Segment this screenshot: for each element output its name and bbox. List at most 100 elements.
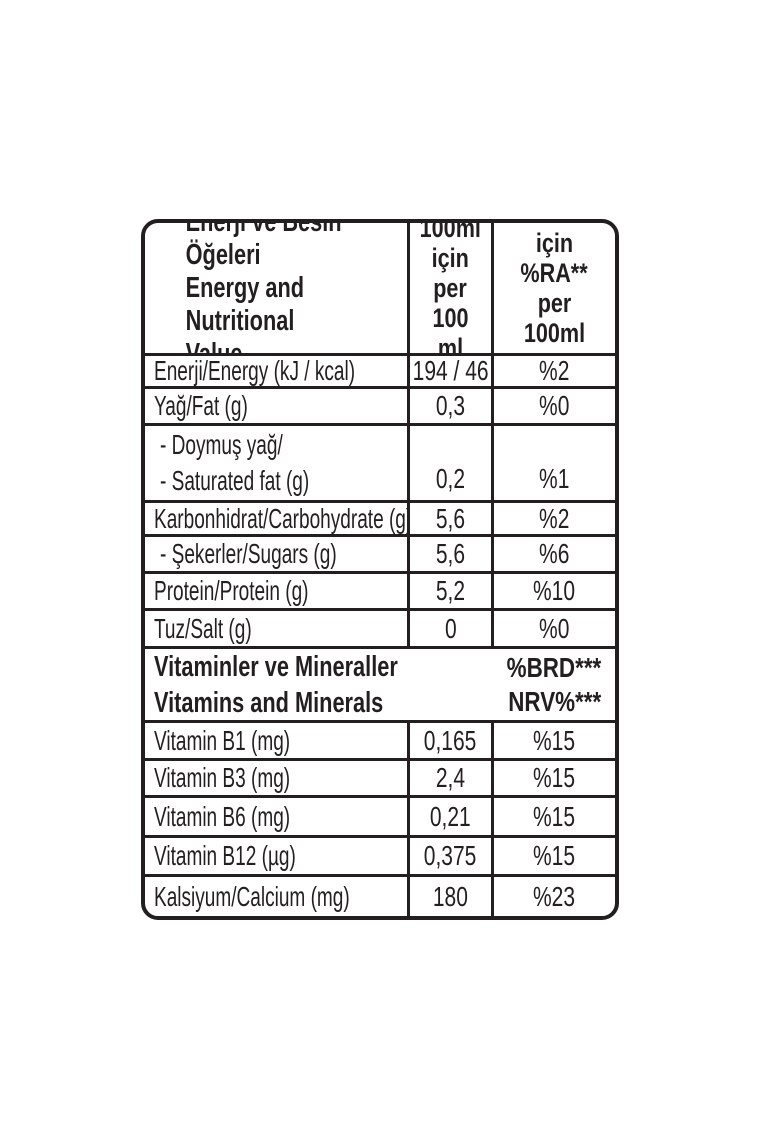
table-row-vitamin-b6: Vitamin B6 (mg) 0,21 %15 bbox=[145, 795, 615, 835]
table-row-salt: Tuz/Salt (g) 0 %0 bbox=[145, 608, 615, 646]
header-per100ml-line: için bbox=[431, 243, 470, 273]
nutrient-value-cell: 194 / 46 bbox=[407, 356, 491, 386]
nutrient-percent-cell: %1 bbox=[491, 426, 615, 500]
nutrient-value-cell: 0,21 bbox=[407, 798, 491, 835]
nutrient-label: Protein/Protein (g) bbox=[154, 575, 309, 606]
nutrient-value: 5,2 bbox=[435, 575, 466, 606]
table-row-calcium: Kalsiyum/Calcium (mg) 180 %23 bbox=[145, 874, 615, 916]
nutrient-percent-cell: %6 bbox=[491, 537, 615, 571]
nutrient-percent-cell: %15 bbox=[491, 723, 615, 758]
header-ri-line: RI% ** bbox=[523, 348, 587, 353]
header-ri-line: %RA** bbox=[520, 258, 589, 288]
table-row-vitamin-b3: Vitamin B3 (mg) 2,4 %15 bbox=[145, 758, 615, 795]
nutrient-value: 194 / 46 bbox=[412, 356, 489, 386]
nutrient-label: - Şekerler/Sugars (g) bbox=[160, 538, 337, 569]
nutrient-label-cell: Tuz/Salt (g) bbox=[145, 611, 407, 646]
nutrient-label-cell: Yağ/Fat (g) bbox=[145, 389, 407, 423]
table-row-fat: Yağ/Fat (g) 0,3 %0 bbox=[145, 386, 615, 423]
nutrient-label: - Doymuş yağ/ bbox=[160, 429, 283, 460]
nutrient-label: Yağ/Fat (g) bbox=[154, 390, 248, 421]
header-per100ml-line: 100ml bbox=[419, 223, 482, 243]
nutrient-percent: %1 bbox=[539, 463, 570, 494]
nutrient-percent: %0 bbox=[539, 612, 570, 644]
table-row-vitamin-b12: Vitamin B12 (µg) 0,375 %15 bbox=[145, 835, 615, 874]
nutrient-value: 0,375 bbox=[424, 840, 477, 871]
nutrient-percent-cell: %15 bbox=[491, 838, 615, 874]
section-title-cell: Vitaminler ve Mineraller Vitamins and Mi… bbox=[145, 649, 407, 720]
header-per100ml-line: 100 ml bbox=[432, 303, 469, 353]
nutrient-value-cell: 180 bbox=[407, 877, 491, 916]
nutrient-percent: %15 bbox=[533, 724, 576, 756]
nutrient-label: Vitamin B1 (mg) bbox=[154, 724, 291, 756]
nutrient-percent: %6 bbox=[539, 538, 570, 569]
table-row-protein: Protein/Protein (g) 5,2 %10 bbox=[145, 571, 615, 608]
section-title-line: Vitamins and Minerals bbox=[154, 686, 384, 719]
nutrient-value-cell: 5,6 bbox=[407, 503, 491, 534]
nutrient-label-cell: Protein/Protein (g) bbox=[145, 574, 407, 608]
nutrient-label-cell: Vitamin B12 (µg) bbox=[145, 838, 407, 874]
header-nutrients-cell: Enerji ve Besin Öğeleri Energy and Nutri… bbox=[145, 223, 407, 353]
nutrient-percent: %15 bbox=[533, 762, 576, 793]
nutrient-value-cell: 2,4 bbox=[407, 761, 491, 795]
nutrient-percent-cell: %15 bbox=[491, 798, 615, 835]
section-nrv-line: NRV%*** bbox=[508, 685, 601, 717]
nutrient-value-cell: 0 bbox=[407, 611, 491, 646]
nutrient-label: Enerji/Energy (kJ / kcal) bbox=[154, 356, 356, 386]
nutrient-percent-cell: %0 bbox=[491, 389, 615, 423]
nutrient-value-cell: 0,165 bbox=[407, 723, 491, 758]
nutrient-value: 180 bbox=[432, 880, 469, 912]
nutrient-value: 0,165 bbox=[424, 724, 477, 756]
nutrient-value-cell: 5,2 bbox=[407, 574, 491, 608]
header-per100ml-cell: 100ml için per 100 ml bbox=[407, 223, 491, 353]
nutrient-percent: %15 bbox=[533, 840, 576, 871]
table-row-vitamin-b1: Vitamin B1 (mg) 0,165 %15 bbox=[145, 720, 615, 758]
nutrient-label: Tuz/Salt (g) bbox=[154, 612, 252, 644]
section-title-line: Vitaminler ve Mineraller bbox=[154, 650, 398, 683]
nutrient-percent-cell: %0 bbox=[491, 611, 615, 646]
nutrient-value-cell: 5,6 bbox=[407, 537, 491, 571]
nutrient-percent: %0 bbox=[539, 390, 570, 421]
nutrient-label-cell: Vitamin B1 (mg) bbox=[145, 723, 407, 758]
table-row-energy: Enerji/Energy (kJ / kcal) 194 / 46 %2 bbox=[145, 353, 615, 386]
nutrient-label: Vitamin B6 (mg) bbox=[154, 800, 291, 832]
header-title-line: Value bbox=[186, 338, 376, 354]
nutrient-value-cell: 0,375 bbox=[407, 838, 491, 874]
table-row-saturated-fat: - Doymuş yağ/ - Saturated fat (g) 0,2 %1 bbox=[145, 423, 615, 500]
nutrient-label-cell: Karbonhidrat/Carbohydrate (g) bbox=[145, 503, 407, 534]
nutrient-value: 2,4 bbox=[435, 762, 466, 793]
nutrient-percent-cell: %2 bbox=[491, 356, 615, 386]
nutrient-label-cell: Kalsiyum/Calcium (mg) bbox=[145, 877, 407, 916]
nutrient-label: Kalsiyum/Calcium (mg) bbox=[154, 880, 350, 912]
section-nrv-line: %BRD*** bbox=[506, 651, 601, 683]
nutrition-facts-table: Enerji ve Besin Öğeleri Energy and Nutri… bbox=[141, 219, 619, 920]
header-per100ml-line: per bbox=[433, 273, 468, 303]
nutrient-label: Vitamin B12 (µg) bbox=[154, 840, 296, 871]
header-title-line: Energy and Nutritional bbox=[185, 271, 305, 337]
nutrient-value: 0,21 bbox=[430, 800, 471, 832]
nutrient-label-cell: Vitamin B3 (mg) bbox=[145, 761, 407, 795]
vitamins-section-header-row: Vitaminler ve Mineraller Vitamins and Mi… bbox=[145, 646, 615, 720]
table-header-row: Enerji ve Besin Öğeleri Energy and Nutri… bbox=[145, 223, 615, 353]
nutrient-label-cell: - Doymuş yağ/ - Saturated fat (g) bbox=[145, 426, 407, 500]
header-ri-line: 100ml için bbox=[524, 223, 585, 258]
nutrient-percent: %23 bbox=[533, 880, 576, 912]
nutrient-value: 0 bbox=[444, 612, 457, 644]
nutrient-percent-cell: %2 bbox=[491, 503, 615, 534]
table-row-sugars: - Şekerler/Sugars (g) 5,6 %6 bbox=[145, 534, 615, 571]
table-row-carbohydrate: Karbonhidrat/Carbohydrate (g) 5,6 %2 bbox=[145, 500, 615, 534]
nutrient-label-cell: - Şekerler/Sugars (g) bbox=[145, 537, 407, 571]
nutrient-percent: %2 bbox=[539, 503, 570, 534]
nutrient-percent-cell: %23 bbox=[491, 877, 615, 916]
nutrient-value: 5,6 bbox=[435, 503, 466, 534]
nutrient-value-cell: 0,2 bbox=[407, 426, 491, 500]
nutrient-value: 0,3 bbox=[435, 390, 466, 421]
nutrient-value: 5,6 bbox=[435, 538, 466, 569]
nutrient-percent: %15 bbox=[533, 800, 576, 832]
section-nrv-cell: %BRD*** NRV%*** bbox=[455, 649, 615, 720]
header-ri-cell: 100ml için %RA** per 100ml RI% ** bbox=[491, 223, 615, 353]
header-ri-line: per 100ml bbox=[523, 288, 586, 348]
nutrient-label-cell: Enerji/Energy (kJ / kcal) bbox=[145, 356, 407, 386]
nutrient-value: 0,2 bbox=[435, 463, 466, 494]
nutrient-value-cell: 0,3 bbox=[407, 389, 491, 423]
nutrient-label: - Saturated fat (g) bbox=[160, 465, 310, 496]
